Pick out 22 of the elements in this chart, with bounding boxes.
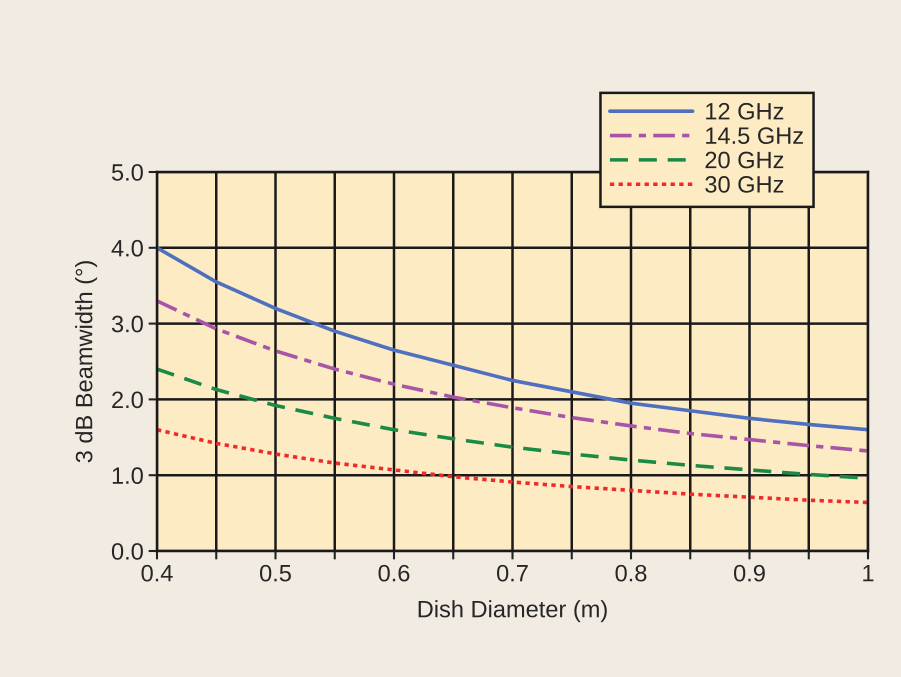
- y-tick-label: 2.0: [112, 391, 143, 408]
- line-series: [157, 246, 868, 432]
- x-tick-label: 0.7: [497, 564, 528, 582]
- y-tick-label: 1.0: [112, 467, 143, 484]
- x-axis-title: Dish Diameter (m): [418, 600, 607, 622]
- legend-label: 20 GHz: [706, 152, 784, 168]
- legend-label: 30 GHz: [705, 176, 784, 193]
- x-tick-label: 1: [863, 565, 874, 582]
- y-tick-label: 3.0: [112, 316, 143, 332]
- legend-label: 12 GHz: [706, 102, 784, 120]
- line-series: [157, 428, 868, 504]
- x-tick-label: 0.5: [260, 564, 291, 582]
- x-tick-label: 0.9: [734, 564, 765, 582]
- x-tick-label: 0.4: [142, 564, 173, 582]
- y-tick-label: 5.0: [112, 164, 143, 181]
- x-tick-label: 0.6: [378, 564, 410, 582]
- y-tick-label: 4.0: [112, 240, 143, 257]
- y-tick-label: 0.0: [112, 543, 143, 560]
- x-tick-label: 0.8: [616, 564, 646, 582]
- y-axis-title: 3 dB Beamwidth (°): [75, 261, 98, 462]
- legend-label: 14.5 GHz: [706, 127, 803, 144]
- line-series: [157, 299, 868, 453]
